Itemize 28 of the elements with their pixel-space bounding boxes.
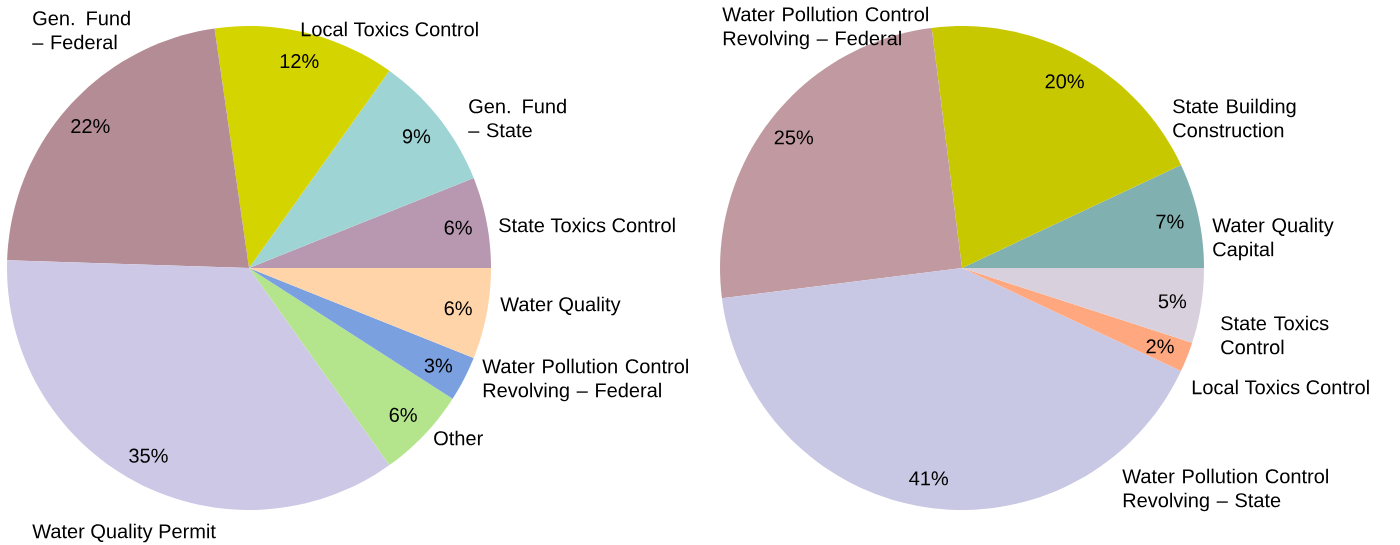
data-label: 41% [909, 471, 948, 486]
data-label: 6% [444, 301, 472, 316]
slice-label: Water Quality Capital [1212, 217, 1334, 261]
data-label: 5% [1158, 294, 1187, 309]
slice-label: Local Toxics Control [301, 21, 478, 37]
data-label: 22% [71, 118, 110, 134]
slice-label: Water Quality Permit [32, 523, 216, 543]
slice-label: State Building Construction [1173, 98, 1296, 138]
slice-label: Gen. Fund – State [468, 98, 566, 138]
slice-label: State Toxics Control [1221, 315, 1329, 355]
data-label: 35% [129, 448, 168, 463]
data-label: 6% [389, 407, 417, 423]
slice-label: Water Pollution Control Revolving – Federal [482, 358, 688, 402]
slice-label: Water Pollution Control Revolving – Federal [722, 6, 928, 50]
data-label: 6% [444, 220, 472, 235]
data-label: 2% [1146, 339, 1174, 354]
slice-label: Other [434, 430, 483, 446]
data-label: 9% [402, 129, 431, 144]
data-label: 3% [424, 358, 453, 373]
slice-label: State Toxics Control [499, 217, 675, 233]
data-label: 7% [1156, 214, 1184, 229]
slice-label: Water Pollution Control Revolving – State [1122, 468, 1328, 512]
data-label: 25% [774, 130, 814, 145]
slice-label: Local Toxics Control [1192, 379, 1369, 395]
slice-label: Gen. Fund – Federal [32, 10, 130, 50]
data-label: 12% [280, 53, 319, 69]
slice-label: Water Quality [500, 296, 621, 316]
data-label: 20% [1045, 74, 1084, 89]
